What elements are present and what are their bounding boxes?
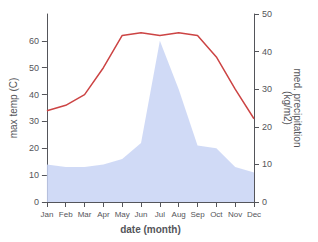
svg-text:Jul: Jul bbox=[155, 210, 165, 219]
svg-text:30: 30 bbox=[262, 84, 272, 94]
svg-text:max temp (C): max temp (C) bbox=[8, 78, 19, 139]
svg-text:20: 20 bbox=[262, 122, 272, 132]
svg-text:Nov: Nov bbox=[228, 210, 242, 219]
svg-text:Jun: Jun bbox=[135, 210, 148, 219]
svg-text:(kg/m2): (kg/m2) bbox=[282, 91, 293, 125]
svg-text:Jan: Jan bbox=[40, 210, 53, 219]
svg-text:med. precipitation: med. precipitation bbox=[292, 68, 304, 148]
svg-text:Feb: Feb bbox=[59, 210, 73, 219]
svg-text:60: 60 bbox=[29, 36, 39, 46]
svg-text:0: 0 bbox=[262, 197, 267, 207]
svg-text:Oct: Oct bbox=[210, 210, 223, 219]
svg-text:Dec: Dec bbox=[247, 210, 261, 219]
svg-text:40: 40 bbox=[262, 47, 272, 57]
svg-text:20: 20 bbox=[29, 143, 39, 153]
svg-text:date (month): date (month) bbox=[120, 224, 181, 235]
svg-text:50: 50 bbox=[262, 9, 272, 19]
svg-text:Sep: Sep bbox=[190, 210, 205, 219]
svg-text:10: 10 bbox=[262, 159, 272, 169]
svg-text:10: 10 bbox=[29, 170, 39, 180]
svg-text:50: 50 bbox=[29, 63, 39, 73]
svg-text:40: 40 bbox=[29, 90, 39, 100]
svg-text:0: 0 bbox=[34, 197, 39, 207]
svg-text:Apr: Apr bbox=[97, 210, 110, 219]
svg-text:Aug: Aug bbox=[172, 210, 186, 219]
svg-text:Mar: Mar bbox=[78, 210, 92, 219]
svg-text:30: 30 bbox=[29, 116, 39, 126]
svg-text:May: May bbox=[115, 210, 130, 219]
